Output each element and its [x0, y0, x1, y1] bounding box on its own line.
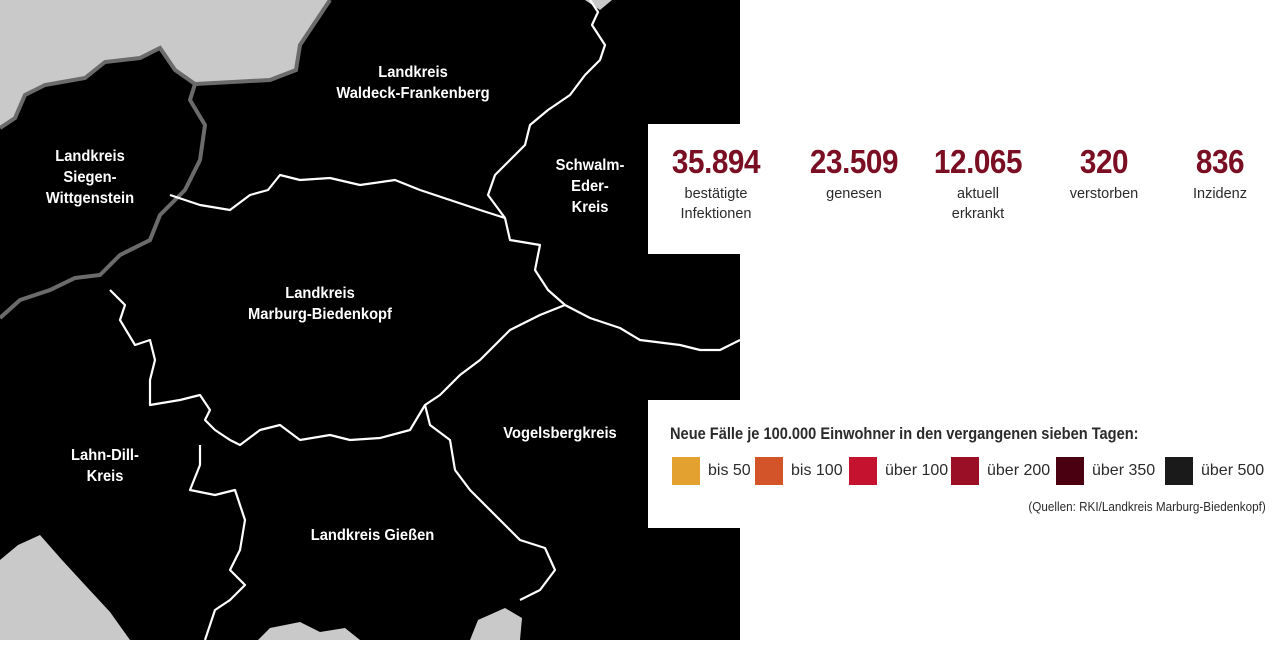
neighbor-area-northwest: [0, 0, 330, 128]
legend-panel: Neue Fälle je 100.000 Einwohner in den v…: [648, 400, 1280, 528]
legend-label: über 350: [1092, 462, 1156, 479]
stat-recovered-label: genesen: [826, 186, 882, 202]
stat-recovered: 23.509 genesen: [805, 142, 903, 204]
stat-confirmed: 35.894 bestätigte Infektionen: [667, 142, 765, 224]
legend-swatch: [1056, 457, 1084, 485]
region-label-schwalm-eder: Schwalm- Eder- Kreis: [555, 157, 625, 216]
stat-incidence: 836 Inzidenz: [1193, 142, 1247, 204]
legend-label: bis 50: [708, 462, 751, 479]
legend-label: bis 100: [791, 462, 843, 479]
map-svg: [0, 0, 741, 641]
legend-label: über 200: [987, 462, 1051, 479]
stat-incidence-label: Inzidenz: [1192, 186, 1248, 202]
legend-label: über 500: [1201, 462, 1265, 479]
legend-swatch: [951, 457, 979, 485]
region-label-vogelsberg: Vogelsbergkreis: [503, 425, 617, 442]
map: [0, 0, 741, 641]
legend-swatch: [849, 457, 877, 485]
stats-panel: 35.894 bestätigte Infektionen 23.509 gen…: [648, 124, 1280, 254]
legend-item-3: über 100: [849, 457, 948, 485]
border-siegen-north: [0, 45, 197, 130]
region-label-waldeck-frankenberg: Landkreis Waldeck-Frankenberg: [336, 64, 490, 102]
source-note: (Quellen: RKI/Landkreis Marburg-Biedenko…: [1028, 499, 1266, 514]
legend-swatch: [672, 457, 700, 485]
region-label-marburg-biedenkopf: Landkreis Marburg-Biedenkopf: [248, 285, 392, 323]
region-label-siegen-wittgenstein: Landkreis Siegen- Wittgenstein: [45, 148, 135, 207]
legend-swatch: [755, 457, 783, 485]
neighbor-area-southwest: [0, 535, 130, 640]
stat-active: 12.065 aktuell erkrankt: [929, 142, 1027, 224]
stat-active-value: 12.065: [933, 143, 1023, 180]
legend-item-2: bis 100: [755, 457, 843, 485]
stat-active-label: aktuell erkrankt: [951, 186, 1005, 222]
district-borders: [109, 0, 741, 641]
stat-deceased-value: 320: [1079, 143, 1129, 180]
legend-item-4: über 200: [951, 457, 1050, 485]
border-state-west: [0, 0, 332, 320]
legend-swatch: [1165, 457, 1193, 485]
legend-item-6: über 500: [1165, 457, 1264, 485]
stat-incidence-value: 836: [1195, 143, 1245, 180]
region-label-lahn-dill: Lahn-Dill- Kreis: [71, 447, 139, 485]
stat-deceased-label: verstorben: [1069, 186, 1139, 202]
stat-confirmed-label: bestätigte Infektionen: [680, 186, 752, 222]
legend-label: über 100: [885, 462, 949, 479]
map-background: [0, 0, 740, 640]
legend-title: Neue Fälle je 100.000 Einwohner in den v…: [670, 424, 1139, 443]
stat-confirmed-value: 35.894: [671, 143, 761, 180]
region-label-giessen: Landkreis Gießen: [310, 527, 435, 544]
legend-item-5: über 350: [1056, 457, 1155, 485]
legend-item-1: bis 50: [672, 457, 751, 485]
stat-deceased: 320 verstorben: [1070, 142, 1139, 204]
neighbor-area-south-2: [470, 608, 522, 640]
stat-recovered-value: 23.509: [809, 143, 899, 180]
neighbor-area-south-1: [258, 622, 360, 640]
